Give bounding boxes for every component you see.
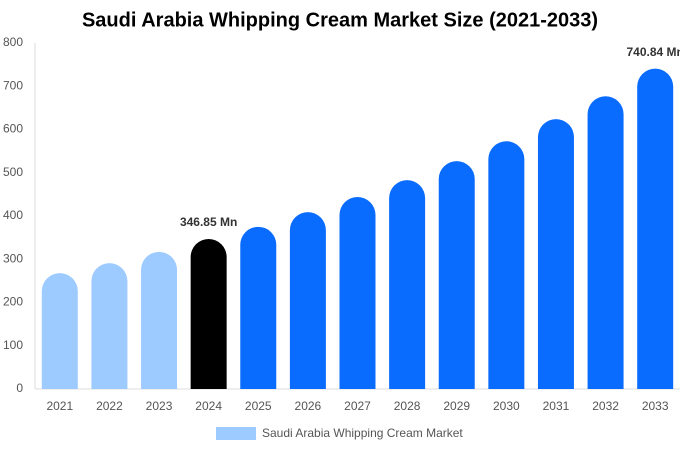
y-tick-label: 400 — [3, 208, 23, 222]
legend-swatch — [216, 427, 256, 440]
value-label: 346.85 Mn — [180, 215, 237, 229]
bar — [339, 196, 376, 389]
bar — [587, 96, 624, 389]
x-tick-label: 2033 — [642, 399, 669, 413]
bar — [637, 68, 674, 389]
bar — [488, 141, 525, 389]
y-tick-label: 500 — [3, 165, 23, 179]
bar — [91, 263, 128, 389]
bar — [190, 238, 227, 389]
y-tick-label: 0 — [16, 381, 23, 395]
x-tick-label: 2029 — [443, 399, 470, 413]
y-tick-label: 100 — [3, 338, 23, 352]
y-tick-label: 800 — [3, 35, 23, 49]
x-tick-label: 2032 — [592, 399, 619, 413]
x-tick-label: 2031 — [543, 399, 570, 413]
x-tick-label: 2028 — [394, 399, 421, 413]
x-tick-label: 2023 — [146, 399, 173, 413]
bar — [389, 180, 426, 389]
y-tick-label: 600 — [3, 122, 23, 136]
bar — [41, 273, 78, 389]
value-label: 740.84 Mn — [627, 45, 680, 59]
x-tick-label: 2022 — [96, 399, 123, 413]
x-tick-label: 2030 — [493, 399, 520, 413]
legend-label: Saudi Arabia Whipping Cream Market — [262, 426, 463, 440]
y-tick-label: 300 — [3, 251, 23, 265]
bar — [240, 226, 277, 389]
bar — [438, 161, 475, 389]
bar — [537, 119, 574, 389]
x-tick-label: 2025 — [245, 399, 272, 413]
x-tick-label: 2027 — [344, 399, 371, 413]
x-tick-label: 2021 — [46, 399, 73, 413]
bar — [141, 251, 178, 389]
chart-title: Saudi Arabia Whipping Cream Market Size … — [82, 9, 598, 31]
bar — [289, 212, 326, 389]
x-tick-label: 2024 — [195, 399, 222, 413]
x-tick-label: 2026 — [295, 399, 322, 413]
y-tick-label: 200 — [3, 295, 23, 309]
y-tick-label: 700 — [3, 78, 23, 92]
